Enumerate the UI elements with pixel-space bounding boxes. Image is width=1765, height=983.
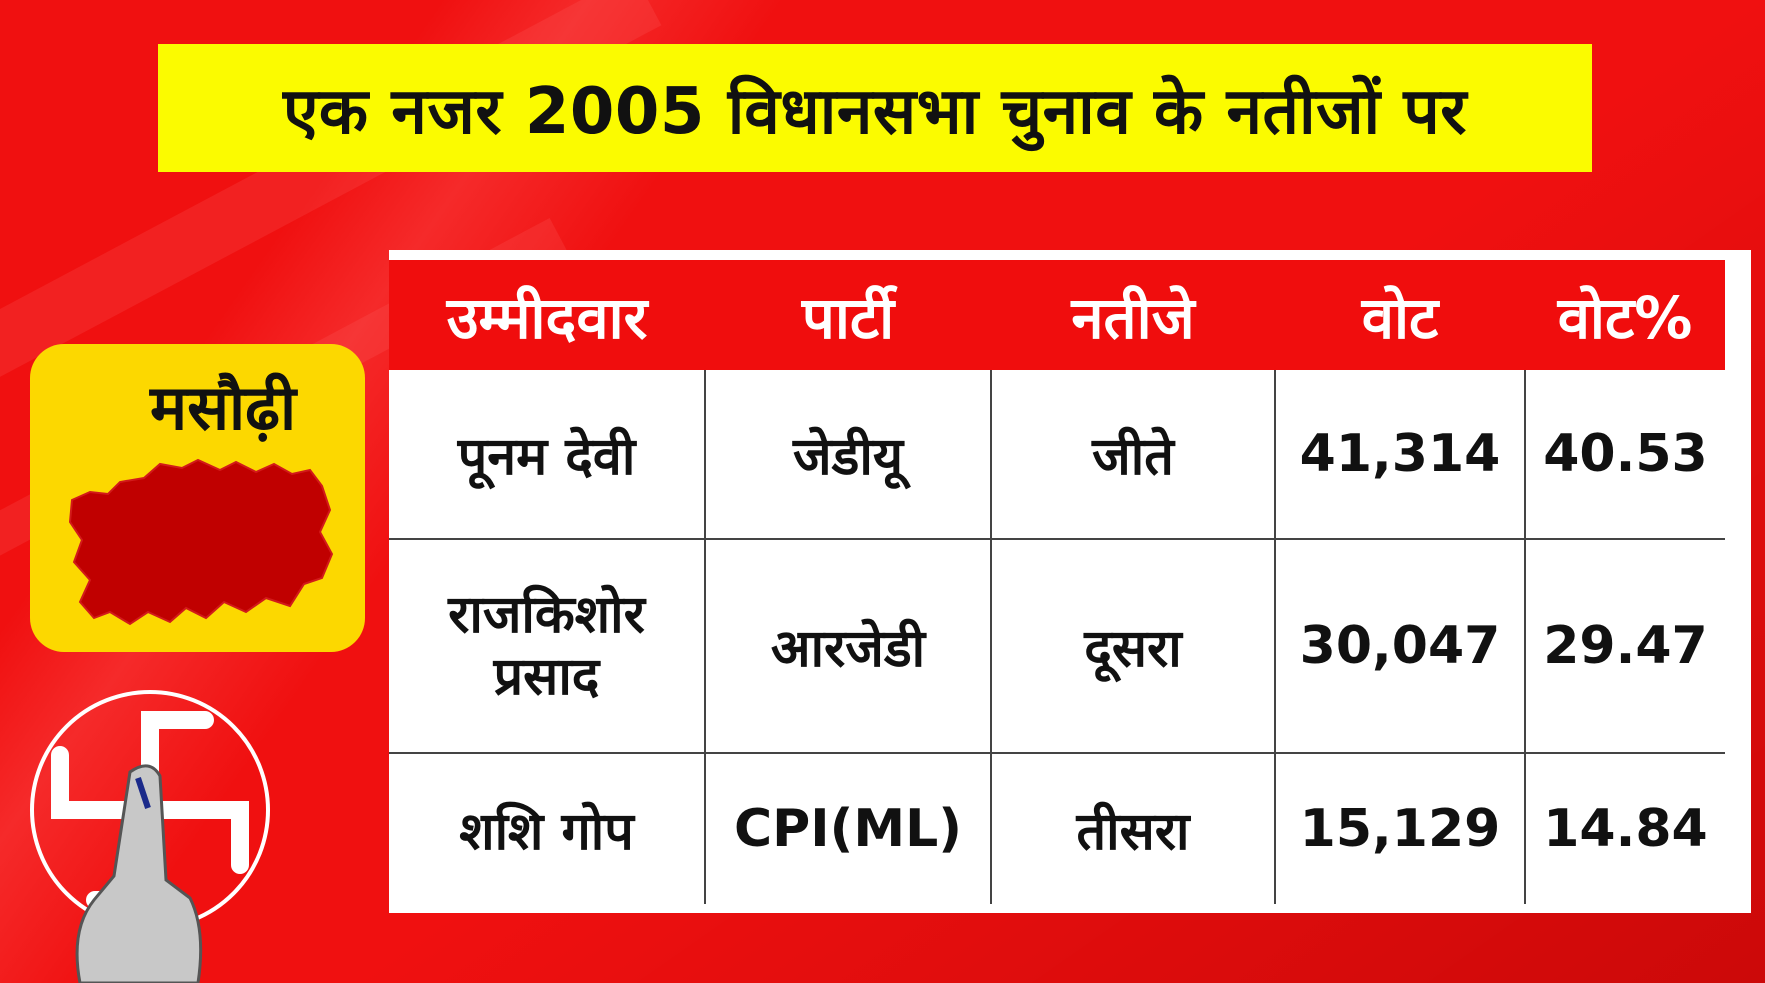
table-row: शशि गोप CPI(ML) तीसरा 15,129 14.84 [389,753,1725,904]
table-row: राजकिशोर प्रसाद आरजेडी दूसरा 30,047 29.4… [389,539,1725,754]
header-party: पार्टी [705,260,991,370]
title-banner: एक नजर 2005 विधानसभा चुनाव के नतीजों पर [158,44,1592,172]
cell-result: जीते [990,370,1275,540]
cell-candidate: पूनम देवी [389,370,705,540]
constituency-name: मसौढ़ी [150,371,297,444]
cell-candidate: राजकिशोर प्रसाद [389,539,705,754]
constituency-card: मसौढ़ी [30,344,365,652]
cell-result: दूसरा [990,539,1275,754]
cell-party: CPI(ML) [704,753,991,904]
cell-votes: 41,314 [1274,370,1525,540]
cell-votes: 15,129 [1274,753,1525,904]
cell-candidate: शशि गोप [459,801,634,862]
header-vote-pct: वोट% [1525,260,1725,370]
swastika-election-symbol-icon [30,690,270,983]
cell-party: जेडीयू [704,370,991,540]
table-header-row: उम्मीदवार पार्टी नतीजे वोट वोट% [389,260,1725,370]
header-candidate: उम्मीदवार [389,260,705,370]
inked-finger-icon [75,764,203,983]
cell-vote-pct: 14.84 [1524,753,1725,904]
table-row: पूनम देवी जेडीयू जीते 41,314 40.53 [389,370,1725,540]
cell-vote-pct: 29.47 [1524,539,1725,754]
map-outline-icon [68,458,334,626]
header-votes: वोट [1275,260,1525,370]
cell-result: तीसरा [990,753,1275,904]
header-result: नतीजे [991,260,1275,370]
cell-party: आरजेडी [704,539,991,754]
cell-vote-pct: 40.53 [1524,370,1725,540]
cell-votes: 30,047 [1274,539,1525,754]
page-title: एक नजर 2005 विधानसभा चुनाव के नतीजों पर [283,74,1467,149]
results-table-card: उम्मीदवार पार्टी नतीजे वोट वोट% पूनम देव… [389,250,1751,913]
results-table: उम्मीदवार पार्टी नतीजे वोट वोट% पूनम देव… [389,260,1725,904]
